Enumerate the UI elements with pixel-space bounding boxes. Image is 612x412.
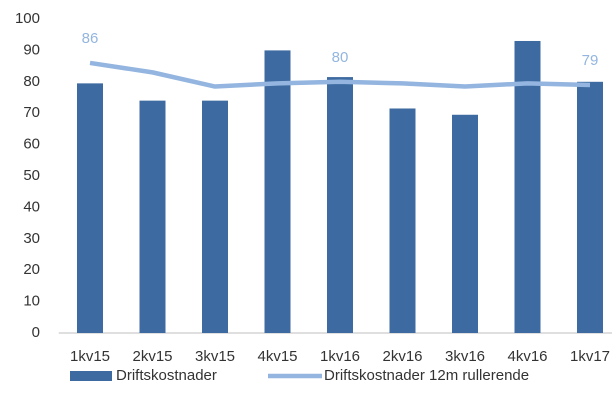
y-tick-label: 100 [15,10,40,27]
legend-label: Driftskostnader 12m rullerende [324,367,529,384]
bar [389,108,416,334]
y-tick-label: 40 [23,198,40,215]
y-tick-label: 70 [23,104,40,121]
legend-label: Driftskostnader [116,367,217,384]
line [89,60,591,89]
x-tick-label: 2kv15 [132,348,172,365]
y-tick-label: 80 [23,73,40,90]
data-label: 79 [582,52,599,69]
bar [577,81,603,333]
bar [327,77,353,333]
data-label: 80 [332,49,349,66]
legend-swatch [70,371,112,381]
bar [202,100,228,333]
y-tick-label: 60 [23,136,40,153]
x-tick-label: 1kv17 [570,348,610,365]
x-tick-label: 4kv16 [507,348,547,365]
data-label: 86 [82,30,99,47]
bar [139,100,166,333]
y-tick-label: 30 [23,230,40,247]
y-tick-label: 90 [23,41,40,58]
bar [514,40,541,333]
x-tick-label: 3kv16 [445,348,485,365]
x-tick-label: 1kv15 [70,348,110,365]
y-tick-label: 10 [23,293,40,310]
bar [264,50,291,334]
bar [77,83,103,334]
x-tick-label: 4kv15 [257,348,297,365]
x-tick-label: 3kv15 [195,348,235,365]
y-tick-label: 50 [23,167,40,184]
y-tick-label: 0 [32,324,40,341]
bar [452,114,478,334]
x-tick-label: 1kv16 [320,348,360,365]
y-tick-label: 20 [23,261,40,278]
x-tick-label: 2kv16 [382,348,422,365]
